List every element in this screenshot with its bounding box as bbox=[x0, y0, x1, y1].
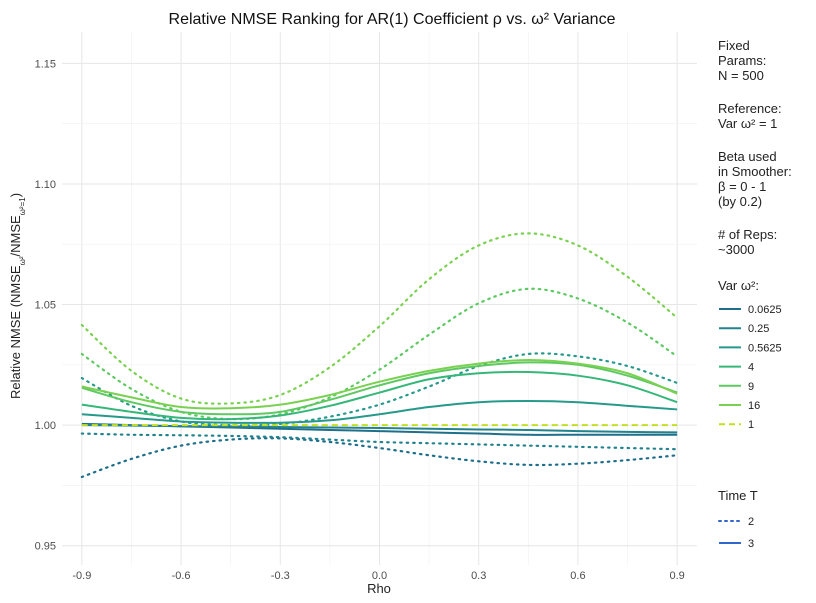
series-line-4-t2 bbox=[80, 287, 679, 421]
series-line-0_25-t3 bbox=[81, 424, 678, 434]
y-tick-label: 1.05 bbox=[35, 300, 56, 312]
side-note-text: # of Reps: bbox=[718, 227, 777, 242]
series-line-9-t3 bbox=[81, 361, 678, 416]
legend-time-label: 2 bbox=[748, 516, 754, 528]
legend-var-label: 0.5625 bbox=[748, 342, 782, 354]
series-line-16-t2 bbox=[80, 232, 679, 405]
x-tick-label: 0.3 bbox=[471, 570, 486, 582]
side-note-text: Fixed bbox=[718, 38, 750, 53]
side-note-text: ~3000 bbox=[718, 242, 755, 257]
x-tick-label: -0.3 bbox=[271, 570, 290, 582]
x-tick-label: 0.6 bbox=[570, 570, 585, 582]
x-axis-label: Rho bbox=[367, 581, 391, 596]
side-note-text: Var ω² = 1 bbox=[718, 116, 777, 131]
legend-var-title: Var ω²: bbox=[718, 278, 759, 293]
x-axis-ticks: -0.9 -0.6 -0.3 0.0 0.3 0.6 0.9 bbox=[72, 570, 684, 582]
grid bbox=[62, 32, 697, 565]
y-tick-label: 1.15 bbox=[35, 58, 56, 70]
side-note-text: Params: bbox=[718, 53, 766, 68]
legend-time-label: 3 bbox=[748, 538, 754, 550]
side-note-text: N = 500 bbox=[718, 68, 764, 83]
side-note-text: Beta used bbox=[718, 149, 777, 164]
side-note-text: β = 0 - 1 bbox=[718, 179, 766, 194]
series-line-4-t3 bbox=[81, 370, 678, 421]
y-tick-label: 1.00 bbox=[35, 420, 56, 432]
legend-var-label: 16 bbox=[748, 400, 760, 412]
side-note-text: Reference: bbox=[718, 101, 782, 116]
series-lines bbox=[80, 232, 679, 479]
y-axis-ticks: 0.95 1.00 1.05 1.10 1.15 bbox=[35, 58, 56, 552]
side-note-text: in Smoother: bbox=[718, 164, 792, 179]
x-tick-label: 0.9 bbox=[670, 570, 685, 582]
x-tick-label: -0.9 bbox=[72, 570, 91, 582]
legend-time: Time T 2 3 bbox=[718, 488, 758, 550]
series-line-0_25-t2 bbox=[80, 432, 679, 451]
series-line-0_0625-t2 bbox=[80, 437, 679, 479]
legend-var-omega: Var ω²: 0.0625 0.25 0.5625 4 9 16 1 bbox=[718, 278, 782, 431]
legend-var-label: 0.0625 bbox=[748, 304, 782, 316]
x-tick-label: 0.0 bbox=[372, 570, 387, 582]
legend-var-label: 9 bbox=[748, 381, 754, 393]
side-note-text: (by 0.2) bbox=[718, 194, 762, 209]
y-tick-label: 0.95 bbox=[35, 541, 56, 553]
x-tick-label: -0.6 bbox=[172, 570, 191, 582]
legend-var-label: 1 bbox=[748, 419, 754, 431]
chart-title: Relative NMSE Ranking for AR(1) Coeffici… bbox=[169, 11, 616, 28]
legend-var-label: 4 bbox=[748, 362, 754, 374]
y-tick-label: 1.10 bbox=[35, 179, 56, 191]
legend-time-title: Time T bbox=[718, 488, 758, 503]
series-line-0_5625-t3 bbox=[81, 399, 678, 424]
y-axis-label: Relative NMSE (NMSEω²/NMSEω²=1) bbox=[8, 193, 27, 399]
series-line-16-t3 bbox=[81, 358, 678, 410]
legend-var-label: 0.25 bbox=[748, 323, 769, 335]
